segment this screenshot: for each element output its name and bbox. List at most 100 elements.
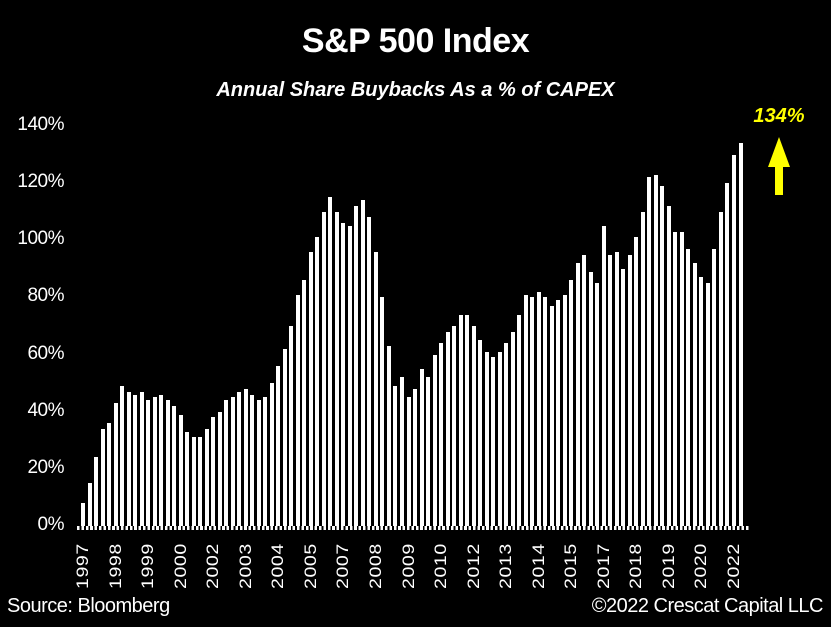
bar-2013Q1 [497, 351, 502, 526]
bar-2000Q3 [172, 406, 177, 526]
chart-title: S&P 500 Index [301, 22, 530, 60]
bar-2010Q1 [419, 368, 424, 526]
bar-2005Q2 [295, 294, 300, 526]
x-tick-label: 2020 [691, 543, 711, 589]
bar-2015Q2 [556, 300, 561, 526]
bar-2021Q2 [712, 248, 717, 526]
bar-2015Q4 [569, 280, 574, 526]
bar-2004Q4 [282, 348, 287, 526]
bar-2001Q2 [191, 437, 196, 526]
bar-2003Q3 [250, 394, 255, 526]
bar-2012Q1 [471, 326, 476, 526]
bar-1998Q4 [126, 391, 131, 526]
bar-2020Q2 [686, 248, 691, 526]
y-tick-label: 140% [17, 114, 64, 135]
x-tick-label: 2004 [268, 543, 288, 589]
bar-2019Q4 [673, 231, 678, 526]
bar-2018Q3 [640, 211, 645, 526]
x-tick-label: 2002 [203, 543, 223, 589]
bar-2018Q4 [647, 177, 652, 526]
bar-2006Q1 [315, 237, 320, 526]
bar-2017Q1 [601, 226, 606, 526]
bar-2022Q1 [732, 154, 736, 526]
x-tick-label: 2012 [463, 543, 483, 589]
bar-2012Q4 [491, 357, 496, 526]
bar-2004Q2 [269, 383, 274, 526]
bar-2010Q2 [426, 377, 431, 526]
bar-2016Q1 [575, 263, 580, 526]
x-tick-label: 2000 [170, 543, 190, 589]
bar-1999Q1 [133, 394, 138, 526]
bar-2016Q2 [582, 254, 587, 526]
bar-2000Q4 [178, 414, 183, 526]
x-tick-label: 2019 [658, 543, 678, 589]
bar-2000Q1 [159, 394, 164, 526]
bar-2000Q2 [165, 400, 170, 526]
bar-2012Q3 [484, 351, 489, 526]
bar-2003Q1 [237, 391, 242, 526]
bar-2015Q1 [549, 306, 554, 526]
bar-2011Q2 [452, 326, 457, 526]
bar-2003Q2 [243, 388, 248, 526]
bar-2001Q3 [198, 437, 203, 526]
bar-2010Q3 [432, 354, 437, 526]
x-tick-label: 1997 [73, 543, 92, 589]
bar-2021Q4 [725, 183, 730, 526]
bar-2013Q3 [510, 331, 515, 526]
bar-2020Q4 [699, 277, 704, 526]
y-tick-label: 80% [27, 285, 64, 307]
bar-2005Q1 [289, 326, 294, 526]
x-tick-label: 2009 [398, 543, 418, 589]
bar-1997Q2 [87, 483, 92, 526]
bar-1998Q1 [107, 423, 112, 526]
x-tick-label: 2014 [528, 543, 548, 589]
bar-2012Q2 [478, 340, 483, 526]
bar-2009Q3 [406, 397, 411, 526]
bar-2019Q1 [653, 174, 658, 526]
bar-2017Q4 [621, 268, 626, 526]
bar-2002Q3 [224, 400, 229, 526]
bar-2007Q4 [360, 200, 365, 526]
bar-2006Q2 [321, 211, 326, 526]
y-tick-label: 0% [37, 514, 65, 535]
x-tick-label: 2005 [300, 543, 320, 589]
bar-2008Q3 [380, 297, 385, 526]
bar-2001Q1 [185, 431, 190, 526]
bar-2011Q1 [445, 331, 450, 526]
x-tick-label: 2008 [365, 543, 385, 589]
bar-1998Q2 [113, 403, 118, 526]
bar-2007Q3 [354, 206, 359, 526]
bar-2016Q3 [588, 271, 593, 526]
bar-1998Q3 [120, 386, 125, 526]
bar-2009Q1 [393, 386, 398, 526]
x-tick-label: 2017 [593, 543, 613, 589]
bar-1999Q2 [139, 391, 144, 526]
bar-2022Q2 [738, 143, 743, 526]
bar-2002Q1 [211, 417, 216, 526]
bar-1997Q3 [94, 457, 99, 526]
x-tick-label: 2022 [724, 543, 743, 589]
bar-2009Q4 [413, 388, 417, 526]
bar-1997Q1 [81, 503, 85, 526]
bar-2009Q2 [399, 377, 404, 526]
y-tick-label: 100% [17, 228, 64, 250]
x-tick-label: 2010 [431, 543, 451, 589]
peak-value-label: 134% [753, 105, 805, 127]
copyright-label: ©2022 Crescat Capital LLC [591, 595, 824, 617]
bar-1999Q3 [146, 400, 151, 526]
chart-subtitle: Annual Share Buybacks As a % of CAPEX [216, 79, 615, 101]
bar-2002Q4 [230, 397, 235, 526]
x-tick-label: 2003 [235, 543, 255, 589]
bar-2014Q2 [530, 297, 535, 526]
bar-2013Q2 [504, 343, 509, 526]
y-tick-label: 20% [27, 456, 64, 478]
bar-2006Q3 [328, 197, 333, 526]
bar-2016Q4 [595, 283, 600, 526]
bar-2020Q1 [679, 231, 684, 526]
bar-1997Q4 [100, 428, 105, 526]
bar-2008Q2 [373, 251, 378, 526]
x-tick-label: 2013 [496, 543, 516, 589]
bar-2014Q4 [543, 297, 548, 526]
x-tick-label: 2018 [626, 543, 646, 589]
